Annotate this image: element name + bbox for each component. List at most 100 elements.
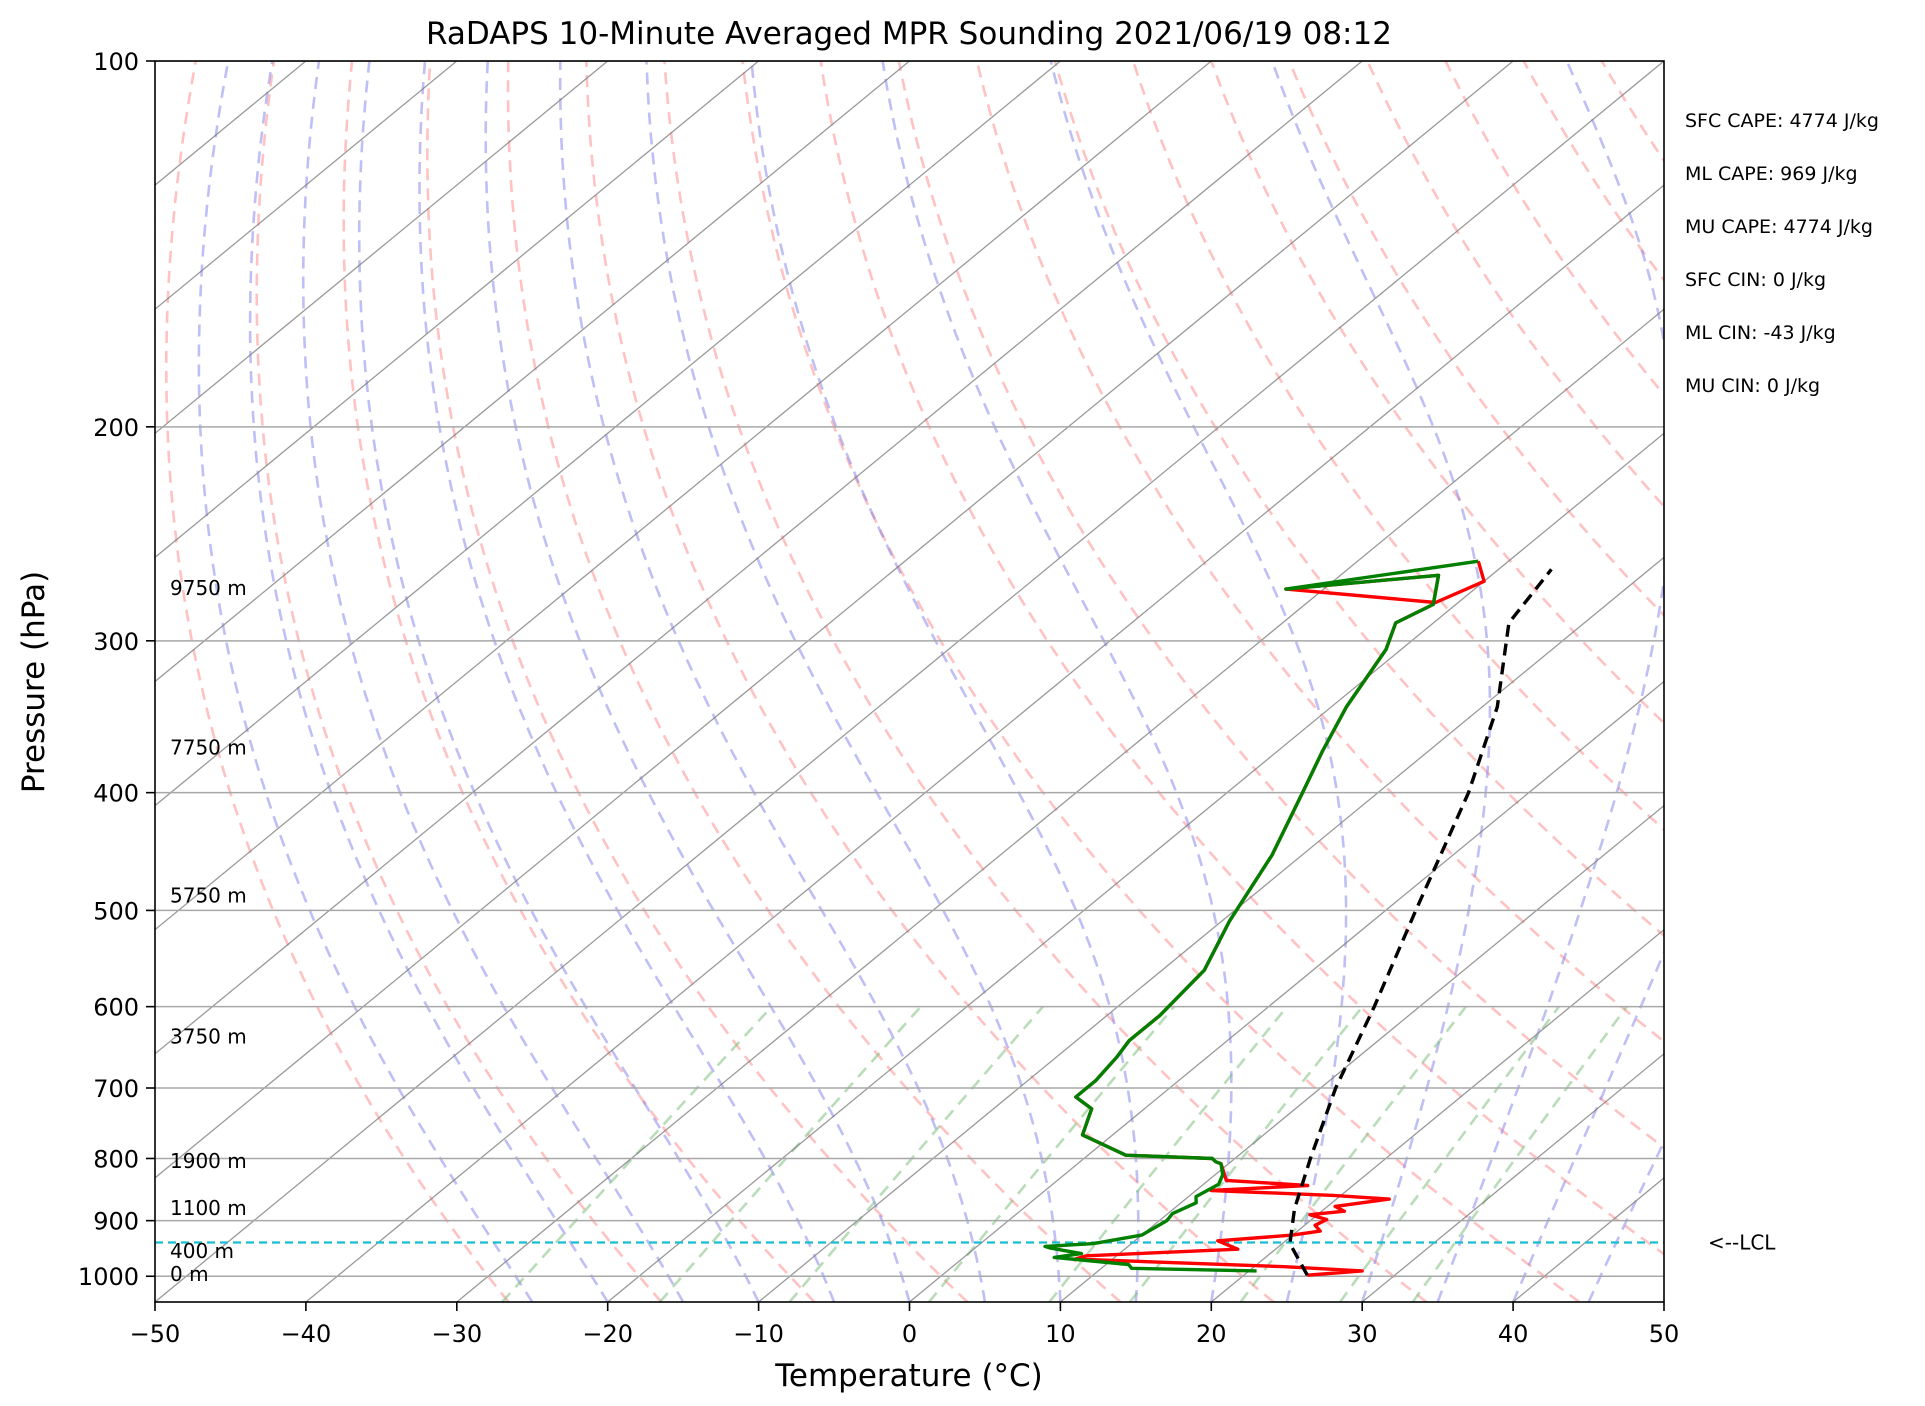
sfc-cin-text: SFC CIN: 0 J/kg	[1685, 269, 1827, 291]
chart-title: RaDAPS 10-Minute Averaged MPR Sounding 2…	[426, 16, 1392, 52]
ml-cin-text: ML CIN: -43 J/kg	[1685, 322, 1836, 344]
mixing-ratio-line	[1048, 1005, 1289, 1302]
isotherm-line	[155, 61, 1212, 931]
y-axis-label: Pressure (hPa)	[16, 571, 52, 793]
moist-adiabat	[197, 61, 534, 1302]
x-tick-label: −50	[130, 1320, 181, 1348]
x-tick-label: 0	[902, 1320, 917, 1348]
mixing-ratio-line	[1339, 1005, 1561, 1302]
mixing-ratio-line	[927, 1005, 1176, 1302]
y-tick-label: 200	[93, 414, 139, 442]
plot-area	[155, 61, 1925, 1302]
moist-adiabat	[881, 61, 1233, 1302]
moist-adiabat	[1049, 61, 1348, 1302]
background-lines	[155, 61, 1925, 1302]
height-label: 5750 m	[170, 884, 247, 908]
dry-adiabat	[342, 61, 816, 1302]
isotherm-line	[155, 61, 1363, 1055]
height-label: 3750 m	[170, 1024, 247, 1048]
y-tick-label: 1000	[78, 1263, 139, 1291]
y-tick-label: 900	[93, 1208, 139, 1236]
moist-adiabat	[645, 61, 1062, 1302]
x-tick-label: 50	[1649, 1320, 1680, 1348]
y-tick-label: 300	[93, 628, 139, 656]
dry-adiabat	[897, 61, 1664, 1150]
x-tick-label: −30	[431, 1320, 482, 1348]
parcel-profile	[1288, 568, 1553, 1277]
dewpoint-profile	[1043, 559, 1479, 1273]
isotherm-line	[155, 61, 760, 559]
dry-adiabat	[663, 61, 1428, 1302]
y-tick-label: 700	[93, 1075, 139, 1103]
isotherm-line	[1059, 804, 1664, 1302]
height-label: 9750 m	[170, 576, 247, 600]
dry-adiabat	[741, 61, 1581, 1302]
mixing-ratio-line	[658, 1005, 922, 1302]
ml-cape-text: ML CAPE: 969 J/kg	[1685, 163, 1858, 185]
moist-adiabat	[248, 61, 609, 1302]
dry-adiabat	[1053, 61, 1664, 938]
moist-adiabat	[1511, 949, 1664, 1302]
isotherm-line	[758, 556, 1664, 1302]
moist-adiabat	[750, 61, 1140, 1302]
x-axis-label: Temperature (°C)	[774, 1358, 1043, 1394]
x-axis: −50 −40 −30 −20 −10 0 10 20 30 40 50	[130, 1302, 1680, 1348]
mu-cin-text: MU CIN: 0 J/kg	[1685, 375, 1821, 397]
height-label: 1900 m	[170, 1149, 247, 1173]
dry-adiabat	[585, 61, 1275, 1302]
temperature-profile	[1073, 560, 1486, 1277]
y-tick-label: 500	[93, 897, 139, 925]
dry-adiabat	[819, 61, 1664, 1256]
x-tick-label: 30	[1347, 1320, 1378, 1348]
y-tick-label: 100	[93, 48, 139, 76]
x-tick-label: 20	[1196, 1320, 1227, 1348]
mixing-ratio-line	[788, 1005, 1044, 1302]
dry-adiabat	[1914, 61, 1925, 1302]
moist-adiabat	[558, 61, 987, 1302]
y-tick-label: 800	[93, 1145, 139, 1173]
dry-adiabat	[1288, 61, 1664, 618]
isotherm-line	[155, 61, 609, 435]
x-tick-label: −40	[281, 1320, 332, 1348]
mixing-ratio-line	[501, 1005, 773, 1302]
isotherm-line	[155, 61, 458, 311]
y-tick-label: 600	[93, 994, 139, 1022]
height-label: 1100 m	[170, 1196, 247, 1220]
height-label: 0 m	[170, 1262, 209, 1286]
isotherm-line	[1210, 928, 1664, 1302]
dry-adiabat	[1444, 61, 1664, 397]
moist-adiabat	[1270, 61, 1492, 1302]
isotherm-line	[155, 61, 910, 683]
height-label: 400 m	[170, 1239, 234, 1263]
moist-adiabat	[1436, 61, 1664, 1302]
isotherm-line	[155, 61, 1061, 807]
moist-adiabat	[301, 61, 685, 1302]
mixing-ratio-line	[1239, 1005, 1468, 1302]
y-axis: 1000 900 800 700 600 500 400 300 200 100	[78, 48, 155, 1291]
height-label: 7750 m	[170, 736, 247, 760]
cape-cin-panel: SFC CAPE: 4774 J/kg ML CAPE: 969 J/kg MU…	[1685, 108, 1915, 426]
mixing-ratio-line	[1128, 1005, 1364, 1302]
isotherm-line	[909, 680, 1664, 1302]
sfc-cape-text: SFC CAPE: 4774 J/kg	[1685, 110, 1879, 132]
moist-adiabat	[484, 61, 911, 1302]
dry-adiabat	[506, 61, 1122, 1302]
dry-adiabat	[165, 61, 510, 1302]
isotherm-line	[305, 184, 1664, 1302]
series-layer	[155, 559, 1664, 1277]
lcl-label: <--LCL	[1708, 1231, 1776, 1255]
dry-adiabat	[255, 61, 663, 1302]
x-tick-label: −10	[733, 1320, 784, 1348]
dry-adiabat	[425, 61, 969, 1302]
y-tick-label: 400	[93, 780, 139, 808]
moist-adiabat	[418, 61, 836, 1302]
x-tick-label: −20	[582, 1320, 633, 1348]
isotherm-line	[456, 308, 1664, 1302]
mixing-ratio-line	[1411, 1005, 1628, 1302]
isotherm-line	[155, 61, 1664, 1302]
moist-adiabat	[357, 61, 760, 1302]
mu-cape-text: MU CAPE: 4774 J/kg	[1685, 216, 1873, 238]
x-tick-label: 40	[1498, 1320, 1529, 1348]
